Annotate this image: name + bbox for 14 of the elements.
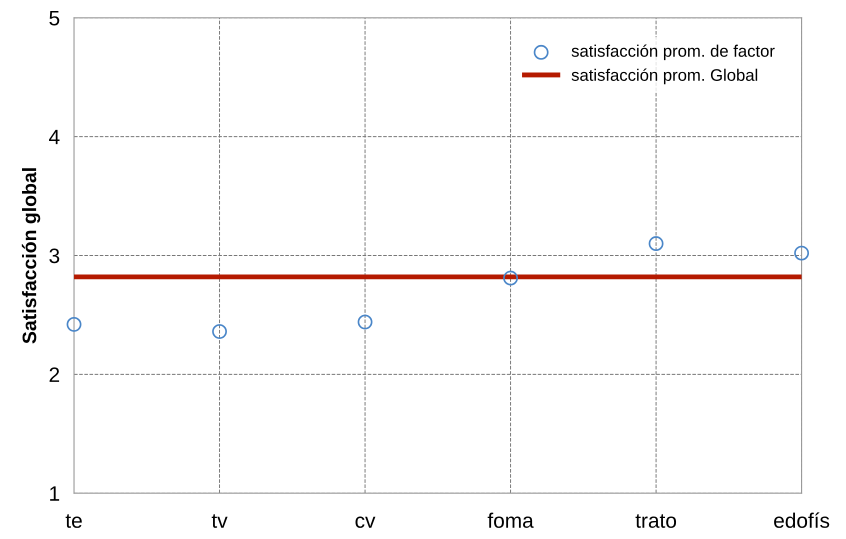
legend-label: satisfacción prom. Global: [572, 68, 758, 84]
y-tick-label: 3: [49, 248, 60, 264]
y-tick-label: 5: [49, 11, 60, 26]
x-tick-label: edofís: [774, 512, 830, 528]
x-tick-label: cv: [356, 516, 376, 528]
y-axis-title: Satisfacción global: [22, 168, 40, 344]
x-tick-label: foma: [488, 512, 534, 528]
x-tick-label: trato: [636, 514, 676, 528]
legend-label: satisfacción prom. de factor: [572, 44, 775, 60]
y-tick-label: 1: [50, 486, 60, 501]
y-tick-label: 2: [50, 367, 60, 382]
x-tick-label: tv: [212, 514, 228, 528]
y-tick-label: 4: [49, 130, 60, 144]
x-tick-label: te: [66, 514, 82, 528]
